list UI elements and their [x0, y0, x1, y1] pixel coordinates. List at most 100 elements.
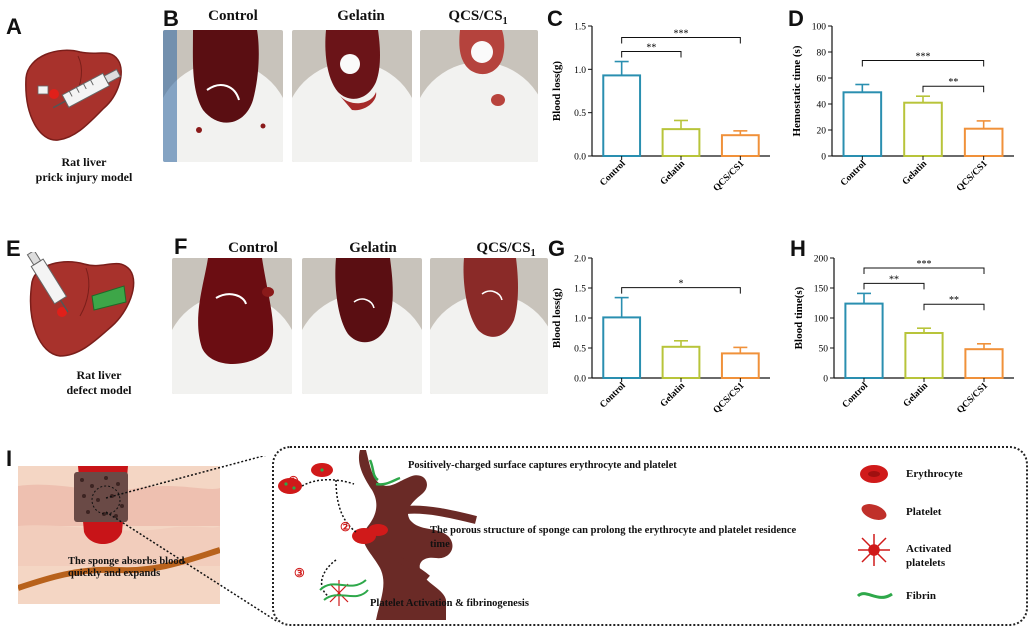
chart-c-sig-bracket-1: [621, 37, 741, 44]
step-3-text: Platelet Activation & fibrinogenesis: [370, 598, 529, 609]
chart-c-sig-label-0: **: [646, 43, 656, 54]
chart-d-ylabel: Hemostatic time (s): [791, 45, 803, 136]
caption-a-line2: prick injury model: [35, 170, 133, 184]
chart-g-ytick-label-0: 0.0: [574, 375, 586, 385]
chart-h-ytick-label-4: 200: [814, 255, 829, 265]
chart-h-ylabel: Blood time(s): [793, 286, 805, 349]
chart-g-xtick-label-1: Gelatin: [659, 381, 688, 410]
photo-b-gelatin: [292, 30, 412, 162]
photo-b-label-gelatin: Gelatin: [337, 8, 385, 24]
chart-h-xtick-label-2: QCS/CS1: [955, 381, 990, 416]
chart-c-xtick-label-1: Gelatin: [659, 159, 688, 188]
chart-d-sig-label-0: **: [948, 77, 958, 88]
chart-g-ytick-label-3: 1.5: [574, 285, 586, 295]
panel-letter-h: H: [790, 236, 806, 261]
chart-g-bar-2: [720, 352, 760, 380]
chart-d-ytick-label-4: 80: [817, 49, 827, 59]
chart-d-xtick-label-0: Control: [839, 159, 869, 189]
chart-d-bar-0: [842, 91, 883, 158]
chart-h-ytick-label-3: 150: [814, 285, 829, 295]
chart-h-sig-label-1: **: [949, 295, 959, 306]
legend-activated-platelets: Activated platelets: [906, 543, 952, 569]
marker-2: ②: [340, 520, 351, 534]
chart-c-ytick-label-0: 0.0: [574, 153, 586, 163]
liver-defect-illustration: [26, 252, 135, 357]
photo-f-label-qcs-text: QCS/CS: [476, 240, 531, 256]
photo-b-label-qcs: QCS/CS1: [420, 8, 536, 27]
marker-1: ①: [288, 474, 299, 488]
legend-icons: [856, 465, 893, 599]
chart-d-bar-1: [903, 101, 943, 157]
chart-h-sig-bracket-2: [863, 267, 985, 274]
step-1-text: Positively-charged surface captures eryt…: [408, 460, 677, 471]
chart-g-xtick-label-0: Control: [598, 381, 628, 411]
chart-h-sig-bracket-1: [923, 303, 985, 311]
chart-h-xtick-label-1: Gelatin: [902, 381, 931, 410]
chart-c-xtick-label-0: Control: [598, 159, 628, 189]
legend-fibrin: Fibrin: [906, 590, 936, 602]
chart-c-bar-2: [720, 134, 760, 157]
chart-h-sig-label-0: **: [889, 274, 899, 285]
photo-f-control: [172, 258, 292, 394]
chart-h-ytick-label-0: 0: [823, 375, 828, 385]
mechanism-illustration: [278, 450, 477, 620]
chart-h-ytick-label-1: 50: [819, 345, 829, 355]
panel-letter-e: E: [6, 236, 21, 261]
chart-d-bar-2: [963, 127, 1004, 157]
caption-e: Rat liver defect model: [44, 368, 154, 398]
chart-c-bar-0: [602, 74, 642, 157]
chart-h: Blood time(s) 0 50 100 150 200 Control Gelatin Q…: [793, 255, 1014, 416]
panel-letter-c: C: [547, 6, 563, 31]
photo-b-label-qcs-text: QCS/CS: [448, 8, 503, 24]
panel-letter-a: A: [6, 14, 22, 39]
chart-d: Hemostatic time (s) 0 20 40 60 80 100 Control Ge…: [791, 23, 1014, 194]
photo-f-label-qcs: QCS/CS1: [456, 240, 556, 259]
chart-d-ytick-label-0: 0: [821, 153, 826, 163]
photo-b-label-qcs-sub: 1: [502, 16, 508, 27]
caption-a: Rat liver prick injury model: [8, 155, 160, 185]
chart-g-ytick-label-2: 1.0: [574, 315, 586, 325]
photo-f-qcs: [430, 258, 548, 394]
photo-b-control: [163, 30, 283, 162]
legend-platelet: Platelet: [906, 506, 942, 518]
chart-d-sig-label-1: ***: [916, 52, 931, 63]
chart-d-sig-bracket-1: [861, 60, 985, 67]
chart-h-sig-bracket-0: [863, 282, 925, 290]
chart-h-bar-0: [844, 302, 884, 379]
panel-letter-g: G: [548, 236, 566, 261]
chart-g-ytick-label-1: 0.5: [574, 345, 586, 355]
panel-letter-b: B: [163, 6, 179, 31]
chart-h-bar-1: [904, 332, 944, 379]
chart-d-ytick-label-5: 100: [812, 23, 827, 33]
chart-h-xtick-label-0: Control: [841, 381, 871, 411]
step-2-text: The porous structure of sponge can prolo…: [430, 525, 797, 550]
chart-d-xtick-label-1: Gelatin: [901, 159, 930, 188]
chart-c-xtick-label-2: QCS/CS1: [712, 159, 747, 194]
chart-c-ytick-label-2: 1.0: [574, 66, 586, 76]
chart-g-xtick-label-2: QCS/CS1: [712, 381, 747, 416]
panel-letter-d: D: [788, 6, 804, 31]
sponge-tissue-illustration: [18, 466, 220, 604]
chart-g-ytick-label-4: 2.0: [574, 255, 586, 265]
chart-c-bar-1: [661, 128, 701, 157]
chart-g-bar-0: [602, 316, 642, 379]
chart-g-sig-label-0: *: [679, 279, 684, 290]
fibrin-icon: [856, 592, 893, 599]
photo-f-label-control: Control: [228, 240, 278, 256]
chart-g-bar-1: [661, 345, 701, 380]
photo-b-label-control: Control: [208, 8, 258, 24]
chart-c: Blood loss(g) 0.0 0.5 1.0 1.5 Control Gelatin Q…: [551, 23, 770, 194]
platelet-icon: [861, 504, 887, 520]
sponge-caption: The sponge absorbs blood quickly and exp…: [68, 556, 185, 579]
chart-d-xtick-label-2: QCS/CS1: [955, 159, 990, 194]
chart-d-ytick-label-1: 20: [817, 127, 827, 137]
chart-g-ylabel: Blood loss(g): [551, 288, 563, 349]
photo-f-gelatin: [302, 258, 422, 394]
chart-c-ytick-label-1: 0.5: [574, 109, 586, 119]
panel-letter-f: F: [174, 234, 188, 259]
chart-c-sig-bracket-0: [621, 51, 682, 58]
caption-e-line2: defect model: [66, 383, 132, 397]
chart-d-sig-bracket-0: [922, 85, 985, 93]
chart-g: Blood loss(g) 0.0 0.5 1.0 1.5 2.0 Control Gelat…: [551, 255, 770, 416]
chart-c-ytick-label-3: 1.5: [574, 23, 586, 33]
